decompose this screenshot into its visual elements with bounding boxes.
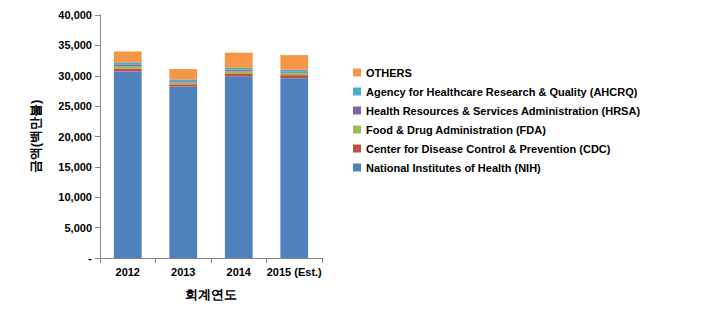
- svg-text:Center for Disease Control & P: Center for Disease Control & Prevention …: [366, 143, 611, 155]
- svg-text:OTHERS: OTHERS: [366, 67, 412, 79]
- svg-text:National Institutes of Health: National Institutes of Health (NIH): [366, 162, 541, 174]
- svg-text:회계연도: 회계연도: [185, 287, 237, 302]
- svg-text:20,000: 20,000: [58, 131, 92, 143]
- svg-text:2013: 2013: [171, 266, 195, 278]
- svg-text:30,000: 30,000: [58, 70, 92, 82]
- svg-text:2012: 2012: [116, 266, 140, 278]
- svg-text:Health Resources & Services Ad: Health Resources & Services Administrati…: [366, 105, 640, 117]
- svg-text:2014: 2014: [227, 266, 252, 278]
- svg-text:Agency for Healthcare Research: Agency for Healthcare Research & Quality…: [366, 86, 638, 98]
- svg-text:25,000: 25,000: [58, 100, 92, 112]
- svg-text:Food & Drug Administration (FD: Food & Drug Administration (FDA): [366, 124, 546, 136]
- svg-text:15,000: 15,000: [58, 161, 92, 173]
- svg-text:35,000: 35,000: [58, 39, 92, 51]
- svg-text:-: -: [88, 252, 92, 264]
- svg-text:5,000: 5,000: [64, 222, 92, 234]
- svg-text:금액(백만불): 금액(백만불): [28, 100, 43, 174]
- svg-text:10,000: 10,000: [58, 191, 92, 203]
- svg-text:40,000: 40,000: [58, 9, 92, 21]
- svg-text:2015 (Est.): 2015 (Est.): [267, 266, 322, 278]
